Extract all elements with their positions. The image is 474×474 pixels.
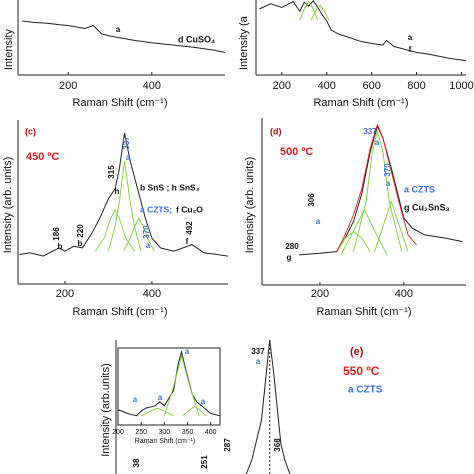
annotation: a <box>201 397 206 406</box>
x-axis-title: Raman Shift (cm⁻¹) <box>313 97 408 109</box>
annotation: a <box>316 217 321 226</box>
x-tick-label: 350 <box>182 429 194 436</box>
spectrum-line <box>123 217 155 252</box>
spectrum-line <box>310 4 330 21</box>
x-axis-title: Raman Shift (cm⁻¹) <box>135 438 195 445</box>
annotation: 337 <box>251 347 265 356</box>
x-tick-label: 200 <box>273 80 291 92</box>
x-tick-label: 800 <box>407 80 425 92</box>
annotation: 450 ºC <box>26 151 59 163</box>
spectrum-line <box>95 209 135 252</box>
y-axis-title: Intensity (arb. units) <box>244 157 256 254</box>
annotation: 337 <box>122 136 131 150</box>
annotation: a <box>386 179 391 188</box>
annotation: a <box>185 347 190 356</box>
y-axis-title: Intensity (arb.units) <box>100 363 112 457</box>
annotation: f <box>186 237 189 246</box>
annotation: (e) <box>350 346 364 358</box>
x-tick-label: 600 <box>362 80 380 92</box>
spectrum-line <box>298 124 463 256</box>
annotation: 306 <box>307 193 316 207</box>
annotation: a <box>256 357 261 366</box>
annotation: a <box>158 393 163 402</box>
annotation: 280 <box>285 242 299 251</box>
annotation: a <box>133 395 138 404</box>
annotation: g <box>287 253 292 262</box>
spectrum-line <box>336 123 417 252</box>
x-tick-label: 200 <box>59 80 77 92</box>
y-axis-title: Intensity (a <box>238 15 250 70</box>
spectrum-line <box>140 407 174 417</box>
annotation: 251 <box>200 455 209 469</box>
x-axis-title: Raman Shift (cm⁻¹) <box>72 97 167 109</box>
annotation: h <box>115 187 120 196</box>
x-tick-label: 200 <box>311 288 329 300</box>
spectrum-line <box>22 20 226 53</box>
spectrum-line <box>245 339 291 474</box>
spectrum-line <box>163 353 200 416</box>
x-tick-label: 400 <box>318 80 336 92</box>
annotation: 368 <box>273 438 282 452</box>
spectrum-line <box>117 349 221 417</box>
annotation: a CZTS <box>348 385 383 396</box>
annotation: 315 <box>107 165 116 179</box>
x-tick-label: 200 <box>56 288 74 300</box>
spectrum-line <box>259 0 467 62</box>
annotation: b <box>78 239 83 248</box>
annotation: 550 ºC <box>343 364 380 378</box>
y-axis-title: Intensity (arb. units) <box>2 157 14 254</box>
x-tick-label: 250 <box>135 429 147 436</box>
spectrum-line <box>182 405 207 417</box>
spectrum-line <box>19 132 229 257</box>
x-tick-label: 200 <box>112 429 124 436</box>
annotation: (c) <box>25 126 36 136</box>
y-axis-title: Intensity <box>3 29 15 70</box>
annotation: f <box>409 45 412 54</box>
annotation: a CZTS <box>404 184 435 194</box>
annotation: 186 <box>52 227 61 241</box>
x-axis-title: Raman Shift (cm⁻¹) <box>72 306 167 318</box>
annotation: 220 <box>76 224 85 238</box>
annotation: a <box>375 138 380 147</box>
annotation: 370 <box>142 225 151 239</box>
annotation: a CZTS; <box>140 204 172 214</box>
annotation: d CuSO₄ <box>178 34 215 44</box>
annotation: a <box>126 153 131 162</box>
x-tick-label: 400 <box>143 80 161 92</box>
annotation: (d) <box>270 126 282 136</box>
annotation: 287 <box>223 438 232 452</box>
annotation: a <box>408 33 413 42</box>
x-tick-label: 400 <box>205 429 217 436</box>
annotation: b SnS ; h SnS₂ <box>140 182 200 192</box>
x-tick-label: 1000 <box>449 80 473 92</box>
annotation: a <box>146 241 151 250</box>
x-tick-label: 400 <box>395 288 413 300</box>
x-axis-title: Raman Shift (cm⁻¹) <box>316 306 411 318</box>
annotation: 370 <box>383 163 392 177</box>
spectrum-line <box>353 129 403 252</box>
inset-frame <box>117 347 221 426</box>
annotation: 492 <box>185 221 194 235</box>
annotation: 500 ºC <box>280 146 313 158</box>
annotation: 337 <box>363 127 377 136</box>
annotation: a <box>116 25 121 34</box>
annotation: 38 <box>132 458 141 467</box>
x-tick-label: 300 <box>159 429 171 436</box>
x-tick-label: 400 <box>143 288 161 300</box>
annotation: f Cu₂O <box>176 204 203 214</box>
annotation: b <box>58 242 63 251</box>
spectrum-line <box>374 200 409 252</box>
annotation: g Cu₂SnS₃ <box>404 202 450 212</box>
